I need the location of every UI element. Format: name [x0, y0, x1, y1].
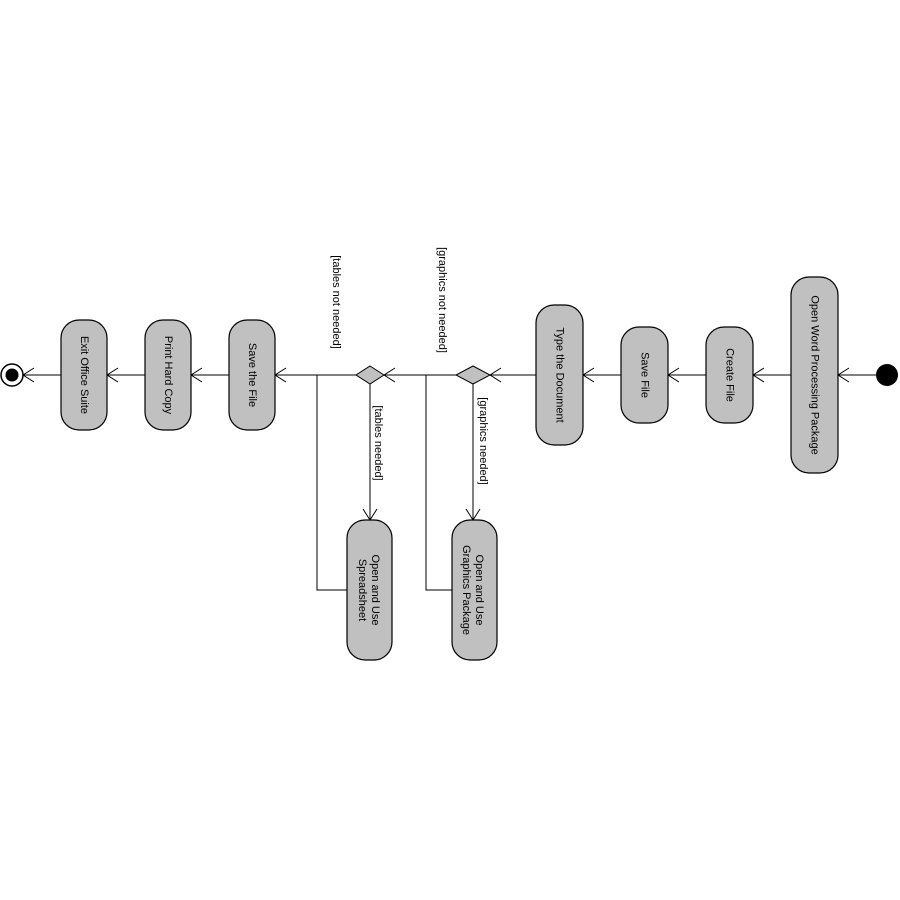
type-the-document-node: Type the Document [535, 304, 584, 446]
svg-text:Type the Document: Type the Document [554, 327, 566, 422]
svg-text:Print Hard Copy: Print Hard Copy [162, 336, 174, 415]
initial-node [876, 364, 898, 386]
final-node [0, 363, 24, 387]
svg-text:Open Word Processing Package: Open Word Processing Package [809, 295, 821, 454]
svg-text:Create File: Create File [724, 348, 736, 402]
tables-decision [355, 365, 385, 385]
exit-office-suite-node: Exit Office Suite [60, 319, 108, 431]
open-spreadsheet-node: Open and Use Spreadsheet [346, 519, 393, 661]
print-hard-copy-node: Print Hard Copy [144, 319, 192, 431]
svg-text:Save the File: Save the File [246, 343, 258, 407]
create-file-node: Create File [705, 326, 754, 424]
open-graphics-package-node: Open and Use Graphics Package [451, 519, 498, 661]
graphics-decision [454, 365, 492, 385]
svg-text:Open and Use: Open and Use [473, 555, 485, 626]
guard-tables-not-needed: [tables not needed] [330, 255, 342, 349]
save-file-node: Save File [620, 326, 669, 424]
svg-text:Save File: Save File [639, 352, 651, 398]
svg-text:Graphics Package: Graphics Package [460, 545, 472, 635]
guard-graphics-not-needed: [graphics not needed] [436, 247, 448, 353]
save-the-file-node: Save the File [228, 319, 276, 431]
open-word-processing-package-node: Open Word Processing Package [790, 276, 839, 474]
guard-graphics-needed: [graphics needed] [477, 397, 489, 484]
svg-text:Open and Use: Open and Use [369, 555, 381, 626]
guard-tables-needed: [tables needed] [372, 405, 384, 480]
svg-text:Spreadsheet: Spreadsheet [356, 559, 368, 621]
svg-text:Exit Office Suite: Exit Office Suite [78, 336, 90, 414]
